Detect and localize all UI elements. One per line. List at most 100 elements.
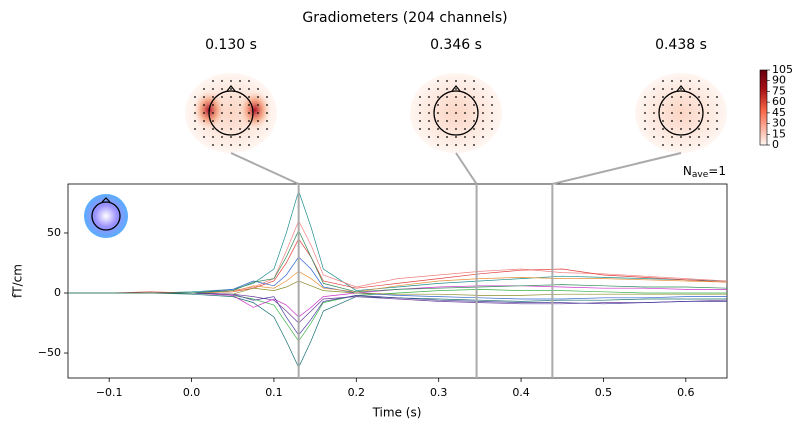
sensor-dot [662, 136, 664, 138]
sensor-dot [680, 96, 682, 98]
sensor-dot [491, 96, 493, 98]
sensor-dot [473, 96, 475, 98]
head-nose [676, 85, 686, 92]
colorbar-tick-label: 15 [772, 127, 786, 140]
sensor-dot [473, 112, 475, 114]
sensor-dot [221, 120, 223, 122]
sensor-dot [248, 128, 250, 130]
sensor-dot [239, 112, 241, 114]
sensor-dot [212, 104, 214, 106]
sensor-dot [428, 120, 430, 122]
sensor-dot [437, 144, 439, 146]
colorbar-tick-label: 90 [772, 74, 786, 87]
sensor-dot [473, 80, 475, 82]
sensor-dot [212, 144, 214, 146]
sensor-dot [455, 88, 457, 90]
sensor-dot [203, 120, 205, 122]
sensor-dot [662, 128, 664, 130]
sensor-dot [473, 88, 475, 90]
sensor-dot [680, 88, 682, 90]
sensor-dot [482, 120, 484, 122]
sensor-dot [428, 128, 430, 130]
sensor-dot [230, 80, 232, 82]
sensor-dot [662, 96, 664, 98]
sensor-dot [671, 104, 673, 106]
sensor-dot [671, 96, 673, 98]
sensor-dot [707, 128, 709, 130]
sensor-dot [671, 80, 673, 82]
sensor-dot [419, 104, 421, 106]
sensor-dot [680, 128, 682, 130]
x-tick-label: 0.2 [348, 386, 366, 399]
sensor-dot [680, 136, 682, 138]
sensor-dot [419, 128, 421, 130]
sensor-dot [428, 112, 430, 114]
sensor-dot [482, 88, 484, 90]
sensor-dot [230, 88, 232, 90]
sensor-inset [84, 194, 128, 238]
sensor-dot [266, 120, 268, 122]
sensor-dot [653, 88, 655, 90]
sensor-dot [194, 104, 196, 106]
sensor-dot [455, 128, 457, 130]
sensor-dot [680, 104, 682, 106]
chart-title: Gradiometers (204 channels) [302, 10, 507, 26]
sensor-dot [698, 96, 700, 98]
x-tick-label: 0.4 [512, 386, 530, 399]
sensor-dot [203, 96, 205, 98]
sensor-dot [194, 96, 196, 98]
sensor-dot [689, 136, 691, 138]
sensor-dot [482, 96, 484, 98]
sensor-dot [689, 96, 691, 98]
sensor-dot [437, 104, 439, 106]
y-axis-label: fT/cm [11, 264, 25, 298]
sensor-dot [212, 136, 214, 138]
sensor-dot [671, 112, 673, 114]
sensor-dot [437, 88, 439, 90]
sensor-dot [464, 80, 466, 82]
head-nose [226, 85, 236, 92]
sensor-dot [464, 144, 466, 146]
sensor-dot [698, 88, 700, 90]
sensor-dot [239, 88, 241, 90]
sensor-dot [248, 96, 250, 98]
sensor-dot [212, 112, 214, 114]
sensor-dot [716, 96, 718, 98]
y-tick-label: 50 [47, 226, 61, 239]
sensor-dot [257, 96, 259, 98]
sensor-dot [248, 120, 250, 122]
sensor-dot [716, 104, 718, 106]
sensor-dot [698, 128, 700, 130]
sensor-dot [671, 120, 673, 122]
sensor-dot [419, 120, 421, 122]
sensor-dot [662, 144, 664, 146]
sensor-dot [239, 128, 241, 130]
sensor-dot [482, 136, 484, 138]
sensor-dot [644, 104, 646, 106]
y-tick-label: −50 [38, 346, 61, 359]
sensor-dot [653, 120, 655, 122]
sensor-dot [194, 128, 196, 130]
sensor-dot [203, 128, 205, 130]
plot-frame [67, 183, 728, 379]
sensor-dot [446, 96, 448, 98]
sensor-dot [680, 144, 682, 146]
channel-line [68, 220, 728, 294]
sensor-dot [482, 128, 484, 130]
sensor-dot [221, 104, 223, 106]
sensor-dot [707, 112, 709, 114]
sensor-dot [644, 120, 646, 122]
sensor-dot [473, 120, 475, 122]
sensor-dot [446, 144, 448, 146]
sensor-dot [266, 96, 268, 98]
topomap-title: 0.346 s [430, 37, 482, 53]
sensor-dot [662, 88, 664, 90]
nave-subscript: ave [692, 170, 709, 180]
sensor-dot [446, 104, 448, 106]
sensor-dot [212, 120, 214, 122]
sensor-dot [716, 128, 718, 130]
sensor-dot [482, 112, 484, 114]
sensor-dot [221, 96, 223, 98]
sensor-dot [689, 104, 691, 106]
sensor-dot [653, 136, 655, 138]
